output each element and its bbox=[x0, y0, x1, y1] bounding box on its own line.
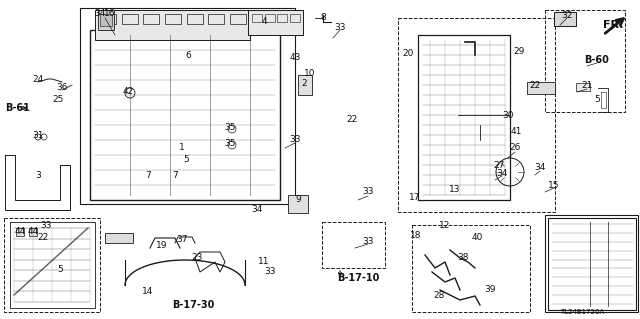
Bar bbox=[105, 233, 133, 243]
Text: 41: 41 bbox=[510, 128, 522, 137]
Bar bbox=[288, 195, 308, 213]
Text: 33: 33 bbox=[264, 268, 276, 277]
Text: TL24B1720A: TL24B1720A bbox=[560, 309, 604, 315]
Text: 22: 22 bbox=[37, 234, 49, 242]
Text: 1: 1 bbox=[179, 144, 185, 152]
Bar bbox=[122, 14, 138, 24]
Text: 38: 38 bbox=[457, 254, 468, 263]
Bar bbox=[298, 75, 312, 95]
Text: B-17-10: B-17-10 bbox=[337, 273, 379, 283]
Text: 34: 34 bbox=[534, 164, 546, 173]
Text: 6: 6 bbox=[185, 50, 191, 60]
Bar bbox=[265, 14, 275, 22]
Bar bbox=[100, 14, 116, 24]
Text: 33: 33 bbox=[289, 136, 301, 145]
Bar bbox=[252, 14, 262, 22]
Text: 35: 35 bbox=[224, 138, 236, 147]
Text: B-17-30: B-17-30 bbox=[172, 300, 214, 310]
Text: 5: 5 bbox=[57, 265, 63, 275]
Bar bbox=[143, 14, 159, 24]
Bar bbox=[412, 225, 530, 312]
Text: 22: 22 bbox=[529, 80, 541, 90]
Bar bbox=[277, 14, 287, 22]
Text: 32: 32 bbox=[561, 11, 573, 19]
Text: 31: 31 bbox=[32, 130, 44, 139]
Text: 17: 17 bbox=[409, 194, 420, 203]
Bar bbox=[322, 222, 385, 268]
Text: 18: 18 bbox=[410, 231, 422, 240]
Text: 36: 36 bbox=[56, 84, 68, 93]
Bar bbox=[16, 228, 24, 236]
Text: 14: 14 bbox=[142, 287, 154, 296]
Text: 5: 5 bbox=[594, 95, 600, 105]
Bar bbox=[545, 215, 638, 312]
Bar bbox=[95, 10, 250, 40]
Text: 33: 33 bbox=[362, 188, 374, 197]
Text: 34: 34 bbox=[252, 205, 262, 214]
Text: 8: 8 bbox=[320, 13, 326, 23]
Text: 37: 37 bbox=[176, 235, 188, 244]
Text: 3: 3 bbox=[35, 170, 41, 180]
Text: 28: 28 bbox=[433, 292, 445, 300]
Bar bbox=[527, 82, 555, 94]
Text: 33: 33 bbox=[362, 236, 374, 246]
Text: 34: 34 bbox=[496, 168, 508, 177]
Bar bbox=[100, 14, 112, 26]
Bar bbox=[80, 8, 295, 204]
Bar bbox=[187, 14, 203, 24]
Text: 13: 13 bbox=[449, 186, 461, 195]
Bar bbox=[554, 12, 576, 26]
Text: B-61: B-61 bbox=[6, 103, 31, 113]
Bar bbox=[230, 14, 246, 24]
Text: 24: 24 bbox=[33, 76, 44, 85]
Text: 5: 5 bbox=[183, 155, 189, 165]
Text: 26: 26 bbox=[509, 144, 521, 152]
Bar bbox=[398, 18, 555, 212]
Bar bbox=[4, 218, 100, 312]
Bar bbox=[29, 228, 37, 236]
Text: 22: 22 bbox=[346, 115, 358, 124]
Text: 35: 35 bbox=[224, 122, 236, 131]
Bar bbox=[418, 35, 510, 200]
Text: B-60: B-60 bbox=[584, 55, 609, 65]
Bar bbox=[548, 218, 636, 310]
Text: 25: 25 bbox=[52, 95, 64, 105]
Text: 43: 43 bbox=[289, 53, 301, 62]
Text: 33: 33 bbox=[334, 23, 346, 32]
Text: 10: 10 bbox=[304, 69, 316, 78]
Bar bbox=[90, 30, 280, 200]
Bar bbox=[576, 83, 590, 91]
Text: 40: 40 bbox=[471, 233, 483, 241]
Text: FR.: FR. bbox=[603, 20, 623, 30]
Text: 11: 11 bbox=[259, 257, 269, 266]
Text: 33: 33 bbox=[40, 220, 52, 229]
Text: 9: 9 bbox=[295, 196, 301, 204]
Text: 34: 34 bbox=[94, 9, 106, 18]
Text: 44: 44 bbox=[14, 227, 26, 236]
Text: 21: 21 bbox=[581, 81, 593, 91]
Bar bbox=[98, 10, 114, 30]
Text: 15: 15 bbox=[548, 181, 560, 189]
Bar bbox=[545, 10, 625, 112]
Text: 27: 27 bbox=[493, 160, 505, 169]
Bar bbox=[290, 14, 300, 22]
Text: 4: 4 bbox=[261, 18, 267, 26]
Bar bbox=[209, 14, 225, 24]
Text: 23: 23 bbox=[191, 254, 203, 263]
Text: 7: 7 bbox=[172, 170, 178, 180]
Text: 12: 12 bbox=[439, 221, 451, 231]
Text: 2: 2 bbox=[301, 78, 307, 87]
Text: 42: 42 bbox=[122, 86, 134, 95]
Text: 16: 16 bbox=[104, 9, 116, 18]
Bar bbox=[248, 10, 303, 35]
Text: 19: 19 bbox=[156, 241, 168, 249]
Text: 30: 30 bbox=[502, 110, 514, 120]
Text: 39: 39 bbox=[484, 285, 496, 293]
Text: 29: 29 bbox=[513, 48, 525, 56]
Text: 44: 44 bbox=[28, 227, 38, 236]
Text: 20: 20 bbox=[403, 48, 413, 57]
Bar bbox=[165, 14, 181, 24]
Text: 7: 7 bbox=[145, 170, 151, 180]
